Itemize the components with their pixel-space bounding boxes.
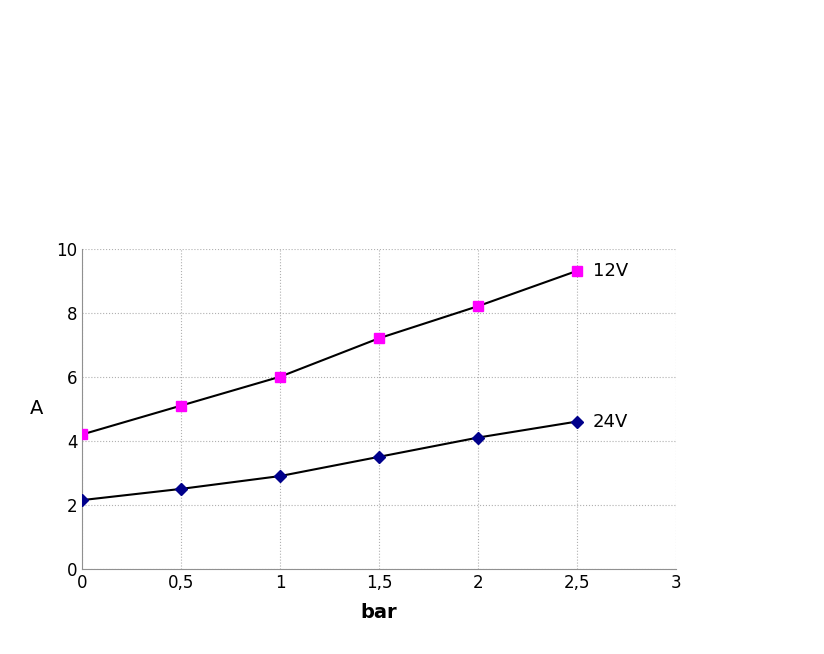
X-axis label: bar: bar	[361, 603, 397, 622]
Y-axis label: A: A	[30, 399, 44, 419]
Text: 24V: 24V	[592, 413, 628, 430]
Text: 12V: 12V	[592, 262, 628, 280]
